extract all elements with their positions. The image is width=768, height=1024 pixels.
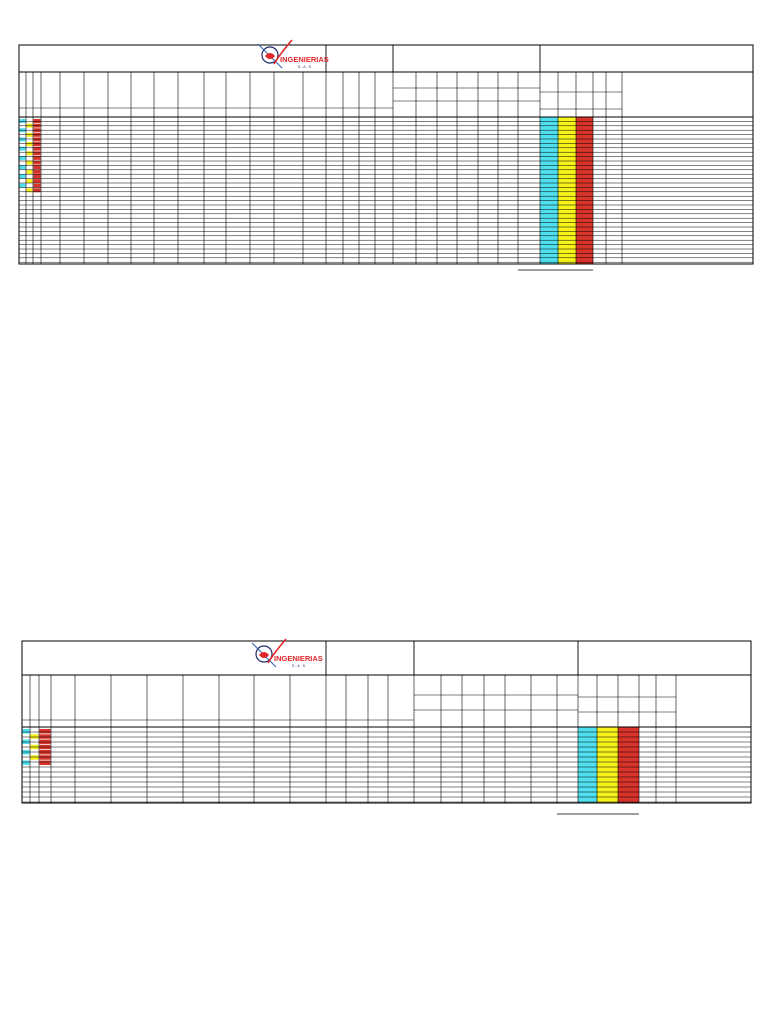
marker-cell-red [33, 137, 41, 142]
logo-wave-icon [259, 652, 269, 658]
marker-cell-cyan [19, 137, 26, 142]
marker-cell-red [33, 155, 41, 160]
logo-wave-icon [265, 53, 275, 59]
marker-cell-red [33, 151, 41, 156]
logo-ring-icon [261, 46, 279, 64]
marker-cell-cyan [19, 183, 26, 188]
marker-cell-red [39, 760, 51, 765]
marker-cell-yellow [26, 142, 33, 147]
marker-cell-cyan [19, 155, 26, 160]
logo-sub-text: S.A.S [298, 65, 312, 69]
marker-cell-yellow [26, 188, 33, 193]
marker-cell-red [33, 174, 41, 179]
status-column-high [618, 727, 639, 803]
marker-cell-red [33, 188, 41, 193]
marker-cell-yellow [26, 151, 33, 156]
marker-cell-cyan [19, 174, 26, 179]
marker-cell-yellow [26, 179, 33, 184]
marker-cell-red [33, 119, 41, 123]
matrix-sheet-1: INGENIERIAS S.A.S [0, 0, 768, 290]
logo-brand-text: INGENIERIAS [280, 55, 329, 64]
status-column-low [578, 727, 597, 803]
marker-cell-cyan [22, 729, 30, 734]
marker-cell-yellow [30, 734, 39, 739]
marker-cell-red [39, 734, 51, 739]
marker-cell-cyan [19, 146, 26, 151]
logo-ring-icon [255, 645, 273, 663]
marker-cell-red [39, 755, 51, 760]
marker-cell-red [33, 146, 41, 151]
marker-cell-yellow [26, 160, 33, 165]
table-frame [21, 640, 752, 804]
marker-cell-red [33, 160, 41, 165]
marker-cell-cyan [22, 760, 30, 765]
marker-cell-cyan [19, 165, 26, 170]
marker-cell-red [33, 169, 41, 174]
marker-cell-red [33, 179, 41, 184]
marker-cell-yellow [30, 755, 39, 760]
logo-brand-text: INGENIERIAS [274, 654, 323, 663]
marker-cell-red [33, 165, 41, 170]
marker-cell-cyan [19, 119, 26, 123]
marker-cell-yellow [26, 169, 33, 174]
logo-sub-text: S.A.S [292, 664, 306, 668]
marker-cell-red [33, 142, 41, 147]
marker-cell-red [33, 183, 41, 188]
matrix-sheet-2: INGENIERIAS S.A.S [0, 600, 768, 830]
marker-cell-red [39, 729, 51, 734]
logo-swoosh-icon [267, 638, 287, 664]
status-column-medium [597, 727, 618, 803]
logo-swoosh-icon [273, 39, 293, 65]
